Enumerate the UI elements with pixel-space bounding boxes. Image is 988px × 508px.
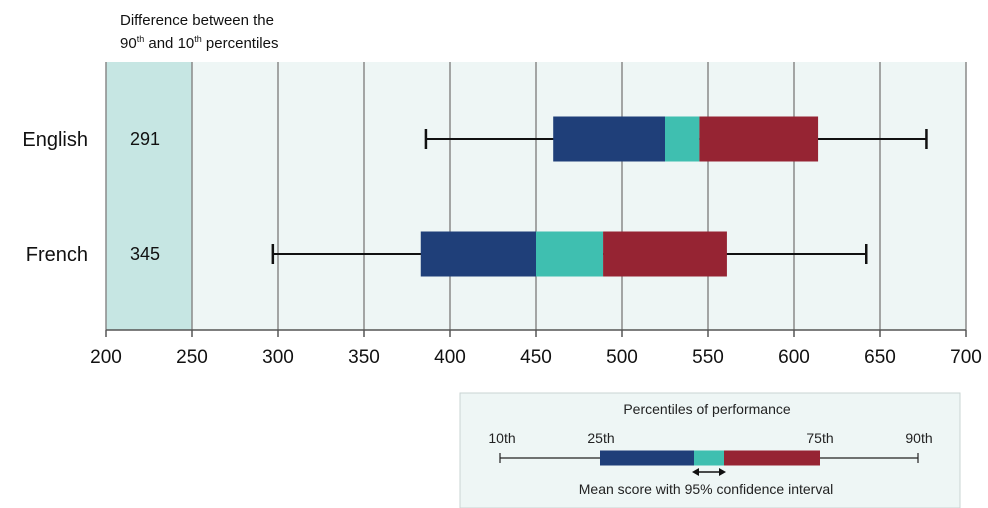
legend-caption: Mean score with 95% confidence interval	[579, 481, 833, 497]
legend-segment-ci	[694, 450, 724, 466]
legend-label-90th: 90th	[905, 430, 932, 446]
difference-title-sup1: th	[136, 34, 145, 44]
x-tick-label-650: 650	[864, 347, 896, 368]
x-tick-label-600: 600	[778, 347, 810, 368]
difference-title-90: 90	[120, 35, 137, 52]
difference-title-sup2: th	[194, 34, 202, 44]
category-label-english: English	[22, 129, 88, 151]
x-tick-label-450: 450	[520, 347, 552, 368]
segment-p75-english	[699, 116, 819, 162]
legend-label-25th: 25th	[587, 430, 614, 446]
category-label-french: French	[26, 244, 88, 266]
legend-label-10th: 10th	[488, 430, 515, 446]
segment-p25-french	[420, 231, 536, 277]
legend-title: Percentiles of performance	[623, 401, 791, 417]
segment-ci-english	[665, 116, 700, 162]
x-tick-label-350: 350	[348, 347, 380, 368]
legend-segment-p75	[724, 450, 820, 466]
segment-ci-french	[536, 231, 604, 277]
x-tick-label-550: 550	[692, 347, 724, 368]
legend-label-75th: 75th	[806, 430, 833, 446]
legend: Percentiles of performance 10th 25th 75th 90…	[459, 392, 961, 508]
difference-value-english: 291	[130, 129, 160, 149]
x-tick-label-250: 250	[176, 347, 208, 368]
difference-title-line1: Difference between the	[120, 12, 274, 29]
legend-ci-arrow-right-head	[719, 468, 726, 476]
segment-p75-french	[603, 231, 727, 277]
difference-column-band	[106, 62, 192, 330]
difference-column-title: Difference between the 90th and 10th per…	[120, 12, 278, 53]
difference-title-percentiles: percentiles	[201, 35, 279, 52]
x-tick-label-200: 200	[90, 347, 122, 368]
x-tick-label-500: 500	[606, 347, 638, 368]
segment-p25-english	[553, 116, 665, 162]
x-tick-label-400: 400	[434, 347, 466, 368]
legend-segment-p25	[600, 450, 694, 466]
x-tick-label-300: 300	[262, 347, 294, 368]
difference-value-french: 345	[130, 244, 160, 264]
plot-area: 200 250 300 350 400 450 500 550 600 650 700 English…	[22, 62, 982, 368]
difference-title-line2: 90th and 10th percentiles	[120, 30, 278, 53]
x-tick-label-700: 700	[950, 347, 982, 368]
difference-title-and10: and 10	[144, 35, 195, 52]
legend-ci-arrow-left-head	[692, 468, 699, 476]
